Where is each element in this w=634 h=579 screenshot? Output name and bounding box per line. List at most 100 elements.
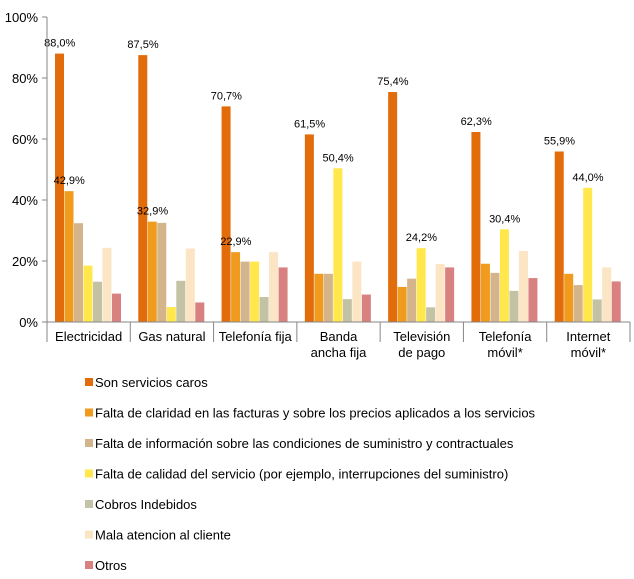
data-label: 42,9% [54,175,85,187]
x-category-label: Telefonía [479,329,533,344]
bar [583,187,593,322]
legend-swatch [85,378,93,386]
y-tick-label: 0% [19,315,38,330]
legend-label: Son servicios caros [95,375,208,390]
x-category-label: Banda [320,329,358,344]
legend-swatch [85,439,93,447]
legend-swatch [85,408,93,417]
bar [185,248,195,322]
bar [240,261,250,322]
data-label: 44,0% [572,172,603,184]
data-label: 32,9% [137,206,168,218]
bar [83,265,93,322]
bar [102,247,112,322]
x-category-label: móvil* [487,345,522,360]
bar [416,248,426,322]
data-label: 62,3% [461,116,492,128]
data-labels: 88,0% 42,9% 87,5% 32,9% 70,7% 22,9% 61,5% 50,4%… [44,38,604,249]
bar [323,273,333,322]
y-tick-label: 80% [12,71,38,86]
bar [471,131,481,322]
data-label: 87,5% [127,39,158,51]
bar [435,264,445,322]
bar [490,272,500,322]
x-category-label: Televisión [393,329,450,344]
x-category-label: Gas natural [138,329,205,344]
data-label: 30,4% [489,213,520,225]
bar [592,299,602,322]
x-category-label: Telefonía fija [219,329,293,344]
x-category-label: móvil* [571,345,606,360]
bar [112,293,121,322]
bar [93,281,102,322]
legend-swatch [85,561,93,569]
legend: Son servicios caros Falta de claridad en … [85,375,536,573]
bar [554,151,564,322]
data-label: 50,4% [323,152,354,164]
bar [564,273,574,322]
bar [278,267,288,322]
bar [55,53,64,322]
bar [147,221,157,322]
bar [314,273,324,322]
bar [64,191,74,322]
bar [138,55,148,322]
x-category-label: de pago [398,345,445,360]
bar [250,261,260,322]
bar [361,294,371,322]
category-labels: Electricidad Gas natural Telefonía fija Ban… [55,329,611,360]
legend-swatch [85,500,93,508]
bar [499,229,509,322]
bar [342,299,352,322]
bar [426,307,436,322]
data-label: 75,4% [377,76,408,88]
bar [518,250,528,322]
bar [352,261,362,322]
y-tick-label: 60% [12,132,38,147]
legend-label: Falta de claridad en las facturas y sobr… [95,406,536,421]
y-tick-label: 100% [5,10,39,25]
bar [445,267,455,322]
legend-label: Otros [95,558,127,573]
y-tick-label: 20% [12,254,38,269]
x-category-label: ancha fija [311,345,367,360]
legend-label: Falta de información sobre las condicion… [95,436,514,451]
bar [509,290,519,322]
bar [407,278,417,322]
data-label: 55,9% [544,136,575,148]
legend-label: Cobros Indebidos [95,497,197,512]
bar [528,278,538,322]
bars [55,53,621,323]
bar [304,134,314,322]
bar [259,296,269,322]
data-label: 70,7% [211,90,242,102]
bar [157,222,167,322]
bar [195,302,205,322]
axes [46,17,631,342]
bar [269,252,279,322]
bar [573,285,583,322]
data-label: 88,0% [44,38,75,50]
y-tick-label: 40% [12,193,38,208]
legend-swatch [85,469,93,478]
bar [231,252,241,322]
data-label: 22,9% [220,236,251,248]
bar [397,286,407,322]
bar [388,92,398,322]
y-axis-ticks: 0% 20% 40% 60% 80% 100% [5,10,47,330]
legend-label: Falta de calidad del servicio (por ejemp… [95,467,508,482]
data-label: 61,5% [294,118,325,130]
bar [221,106,231,323]
data-label: 24,2% [406,232,437,244]
legend-label: Mala atencion al cliente [95,528,231,543]
bar [74,223,83,322]
bar [480,263,490,322]
x-category-label: Internet [566,329,610,344]
x-category-label: Electricidad [55,329,122,344]
bar [166,307,176,322]
bar [333,168,343,322]
bar [176,280,186,322]
bar [611,281,621,322]
legend-swatch [85,530,93,539]
